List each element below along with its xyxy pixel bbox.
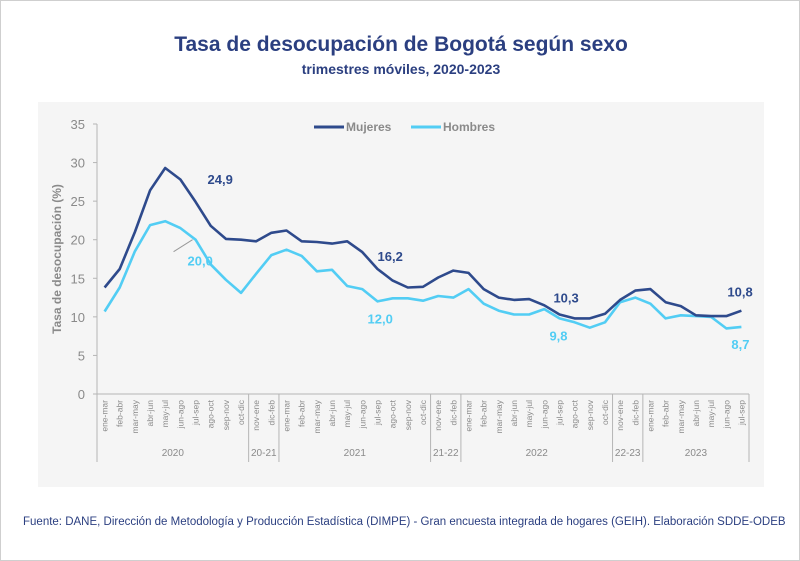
x-tick-label: ene-mar — [463, 400, 473, 432]
x-tick-label: mar-may — [494, 399, 504, 433]
data-label: 9,8 — [549, 328, 567, 343]
x-tick-label: jun-ago — [357, 400, 367, 430]
data-label: 12,0 — [368, 311, 393, 326]
x-tick-label: sep-nov — [585, 399, 595, 430]
x-tick-label: ago-oct — [570, 399, 580, 428]
x-tick-label: feb-abr — [297, 400, 307, 427]
y-tick-label: 35 — [71, 117, 85, 132]
x-tick-label: ago-oct — [388, 399, 398, 428]
group-label: 2023 — [685, 448, 708, 459]
x-tick-label: feb-abr — [479, 400, 489, 427]
x-tick-label: mar-may — [676, 399, 686, 433]
x-tick-label: dic-feb — [266, 400, 276, 426]
source-note: Fuente: DANE, Dirección de Metodología y… — [23, 516, 786, 528]
group-label: 22-23 — [615, 448, 641, 459]
group-label: 2022 — [526, 448, 549, 459]
group-label: 2020 — [162, 448, 185, 459]
data-label: 20,0 — [188, 254, 213, 269]
x-tick-label: sep-nov — [403, 399, 413, 430]
y-tick-label: 30 — [71, 156, 85, 171]
x-tick-label: ene-mar — [645, 400, 655, 432]
x-tick-label: jul-sep — [736, 400, 746, 426]
x-tick-label: dic-feb — [630, 400, 640, 426]
y-tick-label: 15 — [71, 271, 85, 286]
x-tick-label: jun-ago — [175, 400, 185, 430]
x-tick-label: may-jul — [524, 400, 534, 428]
x-tick-label: jul-sep — [373, 400, 383, 426]
x-tick-label: ene-mar — [100, 400, 110, 432]
legend-label: Mujeres — [346, 120, 392, 134]
series-line-mujeres — [103, 166, 742, 320]
data-label: 24,9 — [208, 172, 233, 187]
x-tick-label: oct-dic — [236, 399, 246, 425]
group-label: 2021 — [344, 448, 367, 459]
group-label: 21-22 — [433, 448, 459, 459]
label-leader-line — [173, 239, 193, 253]
x-tick-label: may-jul — [342, 400, 352, 428]
x-tick-label: may-jul — [160, 400, 170, 428]
series-line-hombres — [103, 219, 742, 330]
x-tick-label: ago-oct — [206, 399, 216, 428]
x-tick-label: jun-ago — [721, 400, 731, 430]
y-tick-label: 10 — [71, 310, 85, 325]
x-tick-label: nov-ene — [251, 400, 261, 431]
data-label: 16,2 — [378, 249, 403, 264]
x-tick-label: oct-dic — [418, 399, 428, 425]
x-tick-label: abr-jun — [509, 400, 519, 427]
x-tick-label: sep-nov — [221, 399, 231, 430]
x-tick-label: abr-jun — [145, 400, 155, 427]
x-tick-label: nov-ene — [433, 400, 443, 431]
group-label: 20-21 — [251, 448, 277, 459]
y-tick-label: 20 — [71, 233, 85, 248]
x-tick-label: jul-sep — [554, 400, 564, 426]
y-tick-label: 0 — [78, 387, 85, 402]
x-tick-label: jun-ago — [539, 400, 549, 430]
chart-subtitle: trimestres móviles, 2020-2023 — [301, 61, 501, 77]
x-tick-label: oct-dic — [600, 399, 610, 425]
x-tick-label: dic-feb — [448, 400, 458, 426]
x-tick-label: mar-may — [312, 399, 322, 433]
legend-label: Hombres — [443, 120, 495, 134]
y-tick-label: 5 — [78, 348, 85, 363]
data-label: 10,3 — [553, 291, 578, 306]
x-tick-label: feb-abr — [661, 400, 671, 427]
y-axis-label: Tasa de desocupación (%) — [50, 184, 64, 334]
data-label: 10,8 — [727, 285, 752, 300]
x-tick-label: mar-may — [130, 399, 140, 433]
x-tick-label: feb-abr — [115, 400, 125, 427]
x-tick-label: may-jul — [706, 400, 716, 428]
chart-title: Tasa de desocupación de Bogotá según sex… — [174, 33, 628, 56]
x-tick-label: abr-jun — [691, 400, 701, 427]
x-tick-label: abr-jun — [327, 400, 337, 427]
data-label: 8,7 — [731, 337, 749, 352]
x-tick-label: jul-sep — [191, 400, 201, 426]
x-tick-label: ene-mar — [282, 400, 292, 432]
x-tick-label: nov-ene — [615, 400, 625, 431]
y-tick-label: 25 — [71, 194, 85, 209]
